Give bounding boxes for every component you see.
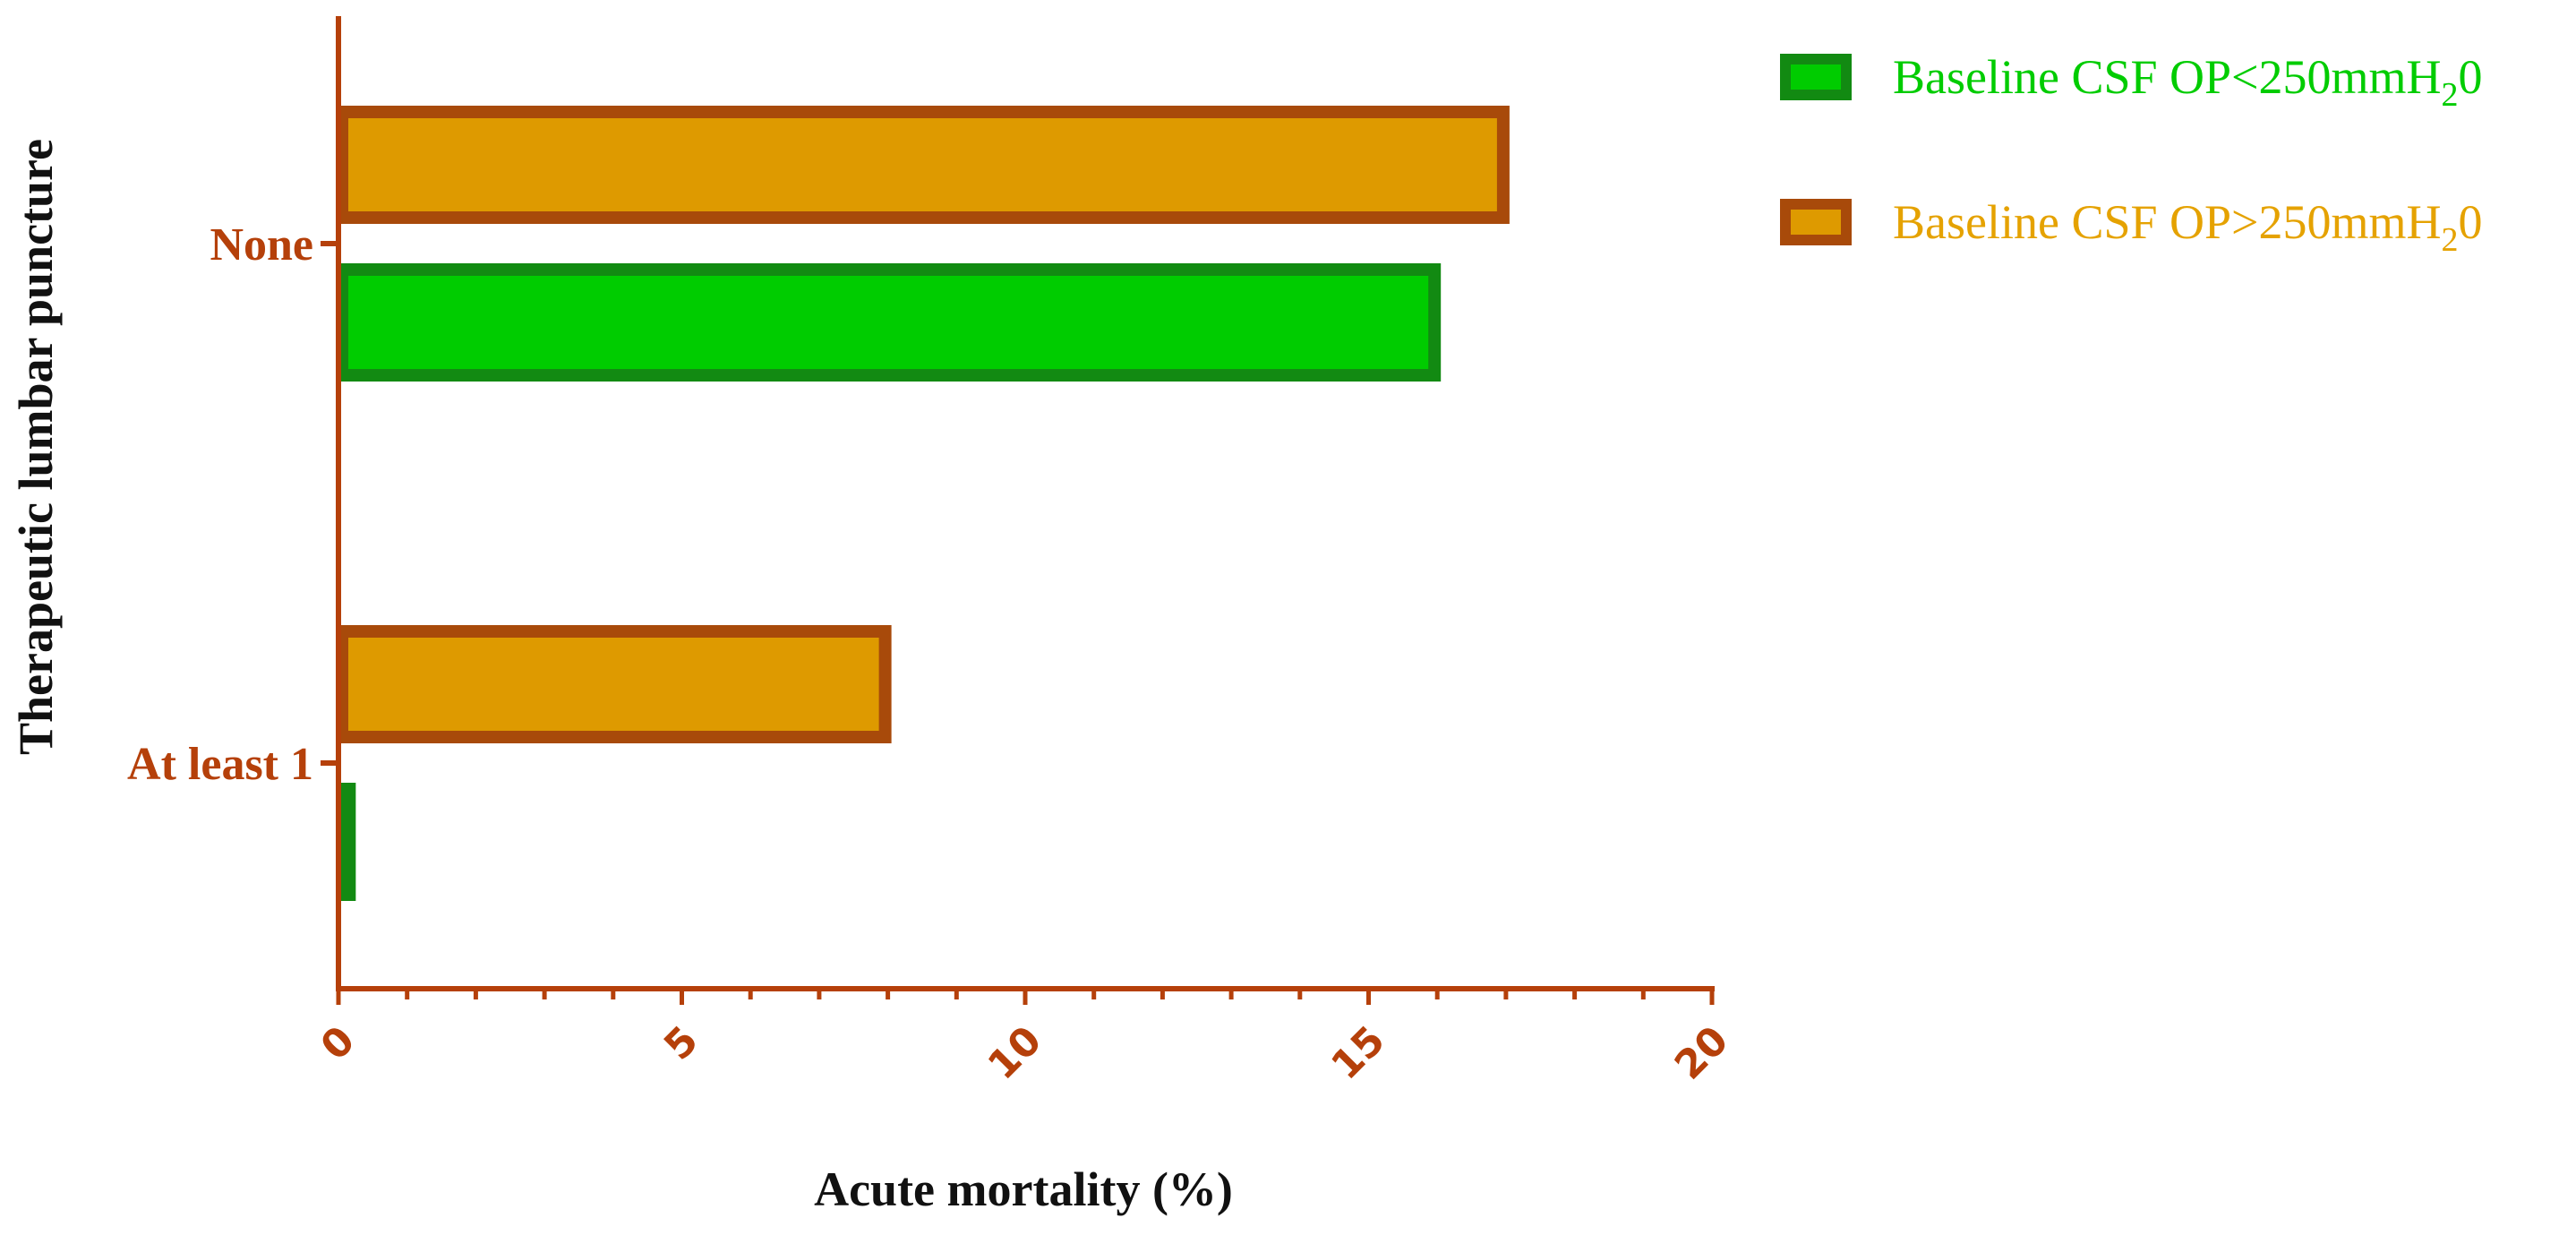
bar-low-at-least-1 (336, 783, 356, 901)
bar-high-at-least-1 (336, 625, 892, 743)
y-ticks-group: None At least 1 (127, 219, 338, 790)
bar-low-none (336, 263, 1442, 382)
x-tick-label: 5 (655, 1017, 707, 1069)
x-tick-label: 10 (980, 1017, 1050, 1088)
y-tick-label: None (210, 219, 313, 270)
legend-label-low: Baseline CSF OP<250mmH20 (1893, 50, 2483, 114)
legend-label-high: Baseline CSF OP>250mmH20 (1893, 195, 2483, 259)
x-tick-label: 15 (1322, 1017, 1393, 1088)
x-tick-label: 20 (1666, 1017, 1737, 1088)
y-tick-label: At least 1 (127, 739, 313, 790)
y-axis-title: Therapeutic lumbar puncture (9, 139, 63, 755)
x-ticks-group: 0 5 10 15 20 (312, 989, 1737, 1089)
bar-high-none (336, 106, 1510, 224)
legend-swatch-low (1780, 54, 1852, 100)
legend-swatch-high (1780, 199, 1852, 245)
legend: Baseline CSF OP<250mmH20 Baseline CSF OP>… (1780, 50, 2483, 259)
x-axis-title: Acute mortality (%) (814, 1162, 1233, 1216)
bars-group (336, 106, 1510, 901)
x-tick-label: 0 (312, 1017, 364, 1069)
